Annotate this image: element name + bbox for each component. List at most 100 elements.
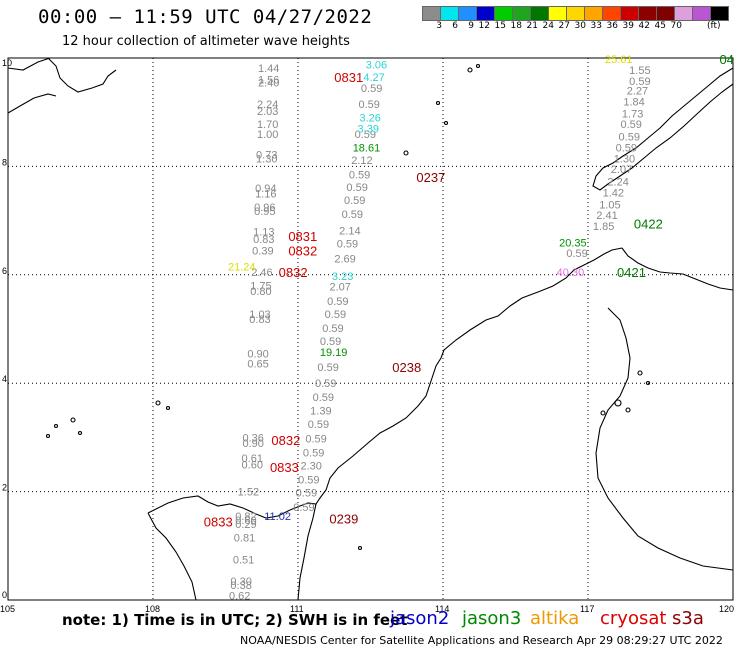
wave-height-value: 21.24 — [228, 262, 256, 274]
color-swatch — [476, 6, 495, 21]
wave-height-value: 0.59 — [320, 336, 341, 348]
color-swatch — [620, 6, 639, 21]
coastlines — [7, 57, 734, 601]
wave-height-value: 1.03 — [249, 309, 270, 321]
wave-height-map: 1.441.562.402.242.031.701.000.731.300.94… — [0, 52, 734, 614]
credit-line: NOAA/NESDIS Center for Satellite Applica… — [240, 634, 723, 647]
color-scale-label: 27 — [558, 21, 570, 31]
color-swatch — [494, 6, 513, 21]
color-scale-label: 42 — [638, 21, 650, 31]
wave-height-value: 0.38 — [230, 580, 251, 592]
color-swatch — [584, 6, 603, 21]
wave-height-value: 1.70 — [257, 119, 278, 131]
island — [155, 400, 161, 406]
wave-height-value: 0.59 — [303, 448, 324, 460]
wave-height-value: 0.59 — [315, 378, 336, 390]
wave-height-value: 0.39 — [252, 245, 273, 257]
wave-height-value: 2.69 — [334, 254, 355, 266]
wave-height-value: 0.73 — [256, 149, 277, 161]
lon-tick-label: 108 — [145, 604, 160, 614]
color-scale-label: 18 — [510, 21, 522, 31]
wave-height-value: 1.30 — [256, 153, 277, 165]
wave-height-value: 3.06 — [366, 60, 387, 72]
island — [45, 433, 51, 439]
wave-height-value: 3.23 — [332, 271, 353, 283]
wave-height-value: 0.59 — [355, 129, 376, 141]
wave-height-value: 4.27 — [363, 72, 384, 84]
wave-height-value: 0.94 — [255, 183, 276, 195]
wave-height-value: 1.30 — [614, 153, 635, 165]
wave-height-value: 0.80 — [250, 286, 271, 298]
color-scale-label: 12 — [478, 21, 490, 31]
pass-time-label: 0239 — [329, 512, 358, 527]
wave-height-value: 0.29 — [235, 519, 256, 531]
island — [645, 380, 651, 386]
wave-height-value: 0.83 — [253, 234, 274, 246]
color-swatch — [692, 6, 711, 21]
island — [637, 370, 643, 376]
wave-height-value: 0.62 — [229, 591, 250, 603]
axis-tick-labels: 0 2 4 6 8 10 105 108 111 114 117 120 — [0, 58, 734, 614]
wave-height-value: 2.14 — [339, 225, 360, 237]
wave-height-value: 0.59 — [342, 209, 363, 221]
sabah-coast — [621, 247, 734, 291]
wave-height-value: 0.59 — [325, 309, 346, 321]
lon-tick-label: 117 — [580, 604, 594, 614]
color-scale-label: 30 — [574, 21, 586, 31]
pass-time-label: 0833 — [270, 460, 299, 475]
satellite-legend-item: cryosat — [600, 608, 667, 629]
wave-height-value: 1.16 — [255, 189, 276, 201]
color-swatch — [674, 6, 693, 21]
color-swatch — [656, 6, 675, 21]
map-frame — [7, 57, 734, 601]
wave-height-value: 0.82 — [235, 511, 256, 523]
wave-height-value: 2.24 — [257, 99, 278, 111]
color-swatch — [548, 6, 567, 21]
wave-height-value: 0.59 — [298, 475, 319, 487]
wave-height-value: 18.61 — [353, 142, 381, 154]
color-swatch — [440, 6, 459, 21]
pass-time-label: 0832 — [288, 243, 317, 258]
pass-time-label: 0832 — [279, 265, 308, 280]
wave-height-value: 0.60 — [235, 515, 256, 527]
color-scale-label: 45 — [654, 21, 666, 31]
wave-height-value: 2.27 — [627, 86, 648, 98]
color-scale-label: 6 — [452, 21, 458, 31]
wave-height-value: 2.03 — [257, 106, 278, 118]
color-swatch — [566, 6, 585, 21]
wave-height-value: 0.59 — [296, 488, 317, 500]
wave-height-value: 0.59 — [349, 170, 370, 182]
wave-height-value: 0.59 — [620, 119, 641, 131]
pass-time-label: 0833 — [204, 514, 233, 529]
wave-height-value: 1.00 — [257, 129, 278, 141]
wave-height-value: 0.59 — [317, 362, 338, 374]
island — [53, 423, 59, 429]
color-swatch — [710, 6, 729, 21]
color-scale-label: 39 — [622, 21, 634, 31]
wave-height-value: 2.41 — [596, 210, 617, 222]
island — [600, 410, 606, 416]
wave-height-value: 1.13 — [253, 226, 274, 238]
color-swatch — [530, 6, 549, 21]
page-subtitle: 12 hour collection of altimeter wave hei… — [62, 34, 350, 49]
wave-height-value: 2.30 — [301, 461, 322, 473]
wave-height-value: 20.35 — [559, 237, 587, 249]
island — [403, 150, 409, 156]
wave-height-value: 11.02 — [264, 511, 291, 523]
color-scale-bar — [422, 6, 729, 21]
sumatra-coast — [147, 512, 197, 601]
island — [77, 430, 83, 436]
wave-height-value: 3.26 — [359, 113, 380, 125]
wave-height-value: 0.59 — [337, 238, 358, 250]
borneo-west-coast — [147, 247, 623, 519]
borneo-east-coast — [595, 307, 734, 571]
color-scale-label: 15 — [494, 21, 506, 31]
satellite-legend-item: altika — [530, 608, 580, 629]
wave-height-value: 0.59 — [322, 323, 343, 335]
island — [625, 407, 631, 413]
island — [165, 405, 171, 411]
wave-height-value: 0.90 — [243, 438, 264, 450]
lat-tick-label: 0 — [2, 590, 7, 600]
color-scale-unit: (ft) — [707, 21, 721, 31]
wave-height-value: 2.07 — [611, 164, 632, 176]
